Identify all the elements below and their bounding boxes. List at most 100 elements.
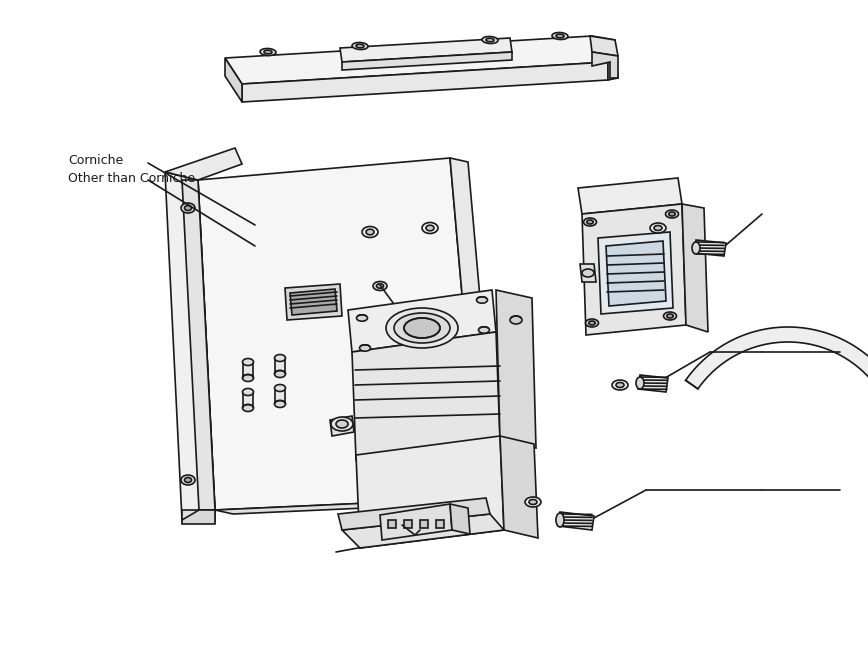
Ellipse shape [426,225,434,231]
Polygon shape [225,36,608,84]
Polygon shape [165,148,242,180]
Ellipse shape [692,242,700,254]
Polygon shape [450,158,498,502]
Polygon shape [682,204,708,332]
Ellipse shape [582,269,594,277]
Polygon shape [436,520,444,528]
Polygon shape [352,332,500,460]
Polygon shape [420,520,428,528]
Ellipse shape [650,223,666,233]
Polygon shape [388,520,396,528]
Ellipse shape [478,327,490,333]
Ellipse shape [404,318,440,338]
Ellipse shape [552,32,568,40]
Ellipse shape [386,308,458,348]
Polygon shape [285,284,342,320]
Polygon shape [694,240,726,256]
Polygon shape [500,436,538,538]
Polygon shape [404,520,412,528]
Ellipse shape [477,297,488,303]
Ellipse shape [181,203,195,213]
Ellipse shape [260,49,276,55]
Text: Other than Corniche: Other than Corniche [68,171,195,185]
Polygon shape [592,52,618,78]
Ellipse shape [636,377,644,389]
Ellipse shape [274,370,286,378]
Ellipse shape [616,382,624,387]
Ellipse shape [377,284,384,288]
Polygon shape [496,290,536,448]
Polygon shape [592,36,618,80]
Ellipse shape [667,314,674,318]
Ellipse shape [373,281,387,291]
Ellipse shape [362,227,378,237]
Ellipse shape [357,315,367,321]
Ellipse shape [666,210,679,218]
Ellipse shape [422,223,438,233]
Ellipse shape [612,380,628,390]
Ellipse shape [663,312,676,320]
Ellipse shape [181,475,195,485]
Ellipse shape [336,420,348,428]
Polygon shape [580,264,596,282]
Polygon shape [638,375,668,392]
Ellipse shape [556,513,564,527]
Ellipse shape [274,384,286,391]
Polygon shape [275,388,285,404]
Polygon shape [598,232,673,314]
Ellipse shape [264,50,272,54]
Ellipse shape [587,220,593,224]
Polygon shape [198,158,480,510]
Ellipse shape [525,497,541,507]
Polygon shape [182,510,215,522]
Ellipse shape [242,374,253,382]
Ellipse shape [242,405,253,411]
Polygon shape [340,38,512,62]
Polygon shape [225,58,242,102]
Ellipse shape [589,321,595,325]
Ellipse shape [274,355,286,362]
Ellipse shape [185,478,192,482]
Ellipse shape [654,225,662,231]
Ellipse shape [669,212,675,216]
Polygon shape [558,512,594,530]
Polygon shape [582,204,686,335]
Ellipse shape [556,34,564,38]
Polygon shape [243,362,253,378]
Polygon shape [450,504,470,534]
Ellipse shape [583,218,596,226]
Ellipse shape [356,44,364,48]
Polygon shape [380,504,452,540]
Polygon shape [330,416,354,436]
Ellipse shape [486,38,494,42]
Polygon shape [243,392,253,408]
Ellipse shape [394,313,450,343]
Polygon shape [342,514,504,548]
Polygon shape [338,498,490,530]
Ellipse shape [352,42,368,49]
Polygon shape [182,510,215,524]
Ellipse shape [529,500,537,505]
Polygon shape [578,178,682,214]
Polygon shape [356,436,504,548]
Ellipse shape [331,417,353,431]
Polygon shape [165,172,215,520]
Ellipse shape [185,206,192,210]
Ellipse shape [242,358,253,366]
Ellipse shape [510,316,522,324]
Text: Corniche: Corniche [68,154,123,167]
Polygon shape [590,36,618,56]
Polygon shape [606,241,666,306]
Ellipse shape [242,389,253,395]
Polygon shape [182,180,215,510]
Polygon shape [215,498,498,514]
Ellipse shape [274,401,286,407]
Polygon shape [242,62,608,102]
Ellipse shape [359,345,371,351]
Polygon shape [342,52,512,70]
Ellipse shape [586,319,599,327]
Polygon shape [348,290,496,352]
Polygon shape [686,327,868,411]
Polygon shape [290,289,337,315]
Polygon shape [275,358,285,374]
